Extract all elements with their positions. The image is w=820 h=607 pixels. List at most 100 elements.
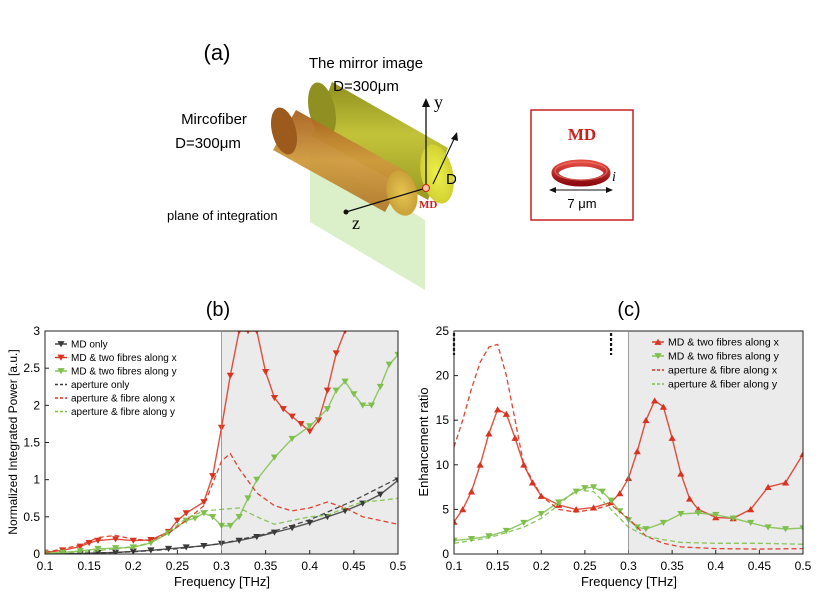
chart-c-series-md-two-fibres-along-x-point <box>511 434 519 441</box>
chart-b-xtick-label: 0.2 <box>125 559 142 573</box>
diameter-label: D <box>446 171 457 188</box>
chart-c-legend-label: MD & two fibres along y <box>668 351 780 363</box>
chart-c-xtick-label: 0.15 <box>486 559 510 573</box>
chart-b-series-md-two-fibres-along-x-point <box>343 331 347 335</box>
chart-b-series-md-two-fibres-along-y-point <box>244 495 252 502</box>
chart-c-series-md-two-fibres-along-y-point <box>712 511 720 518</box>
chart-c-series-md-two-fibres-along-x-point <box>616 490 624 497</box>
chart-c-series-md-two-fibres-along-x-point <box>799 450 803 457</box>
chart-b-series-md-two-fibres-along-y-point <box>253 476 261 483</box>
chart-c-series-md-two-fibres-along-x-point <box>677 470 685 477</box>
chart-c-series-md-two-fibres-along-y-point <box>454 537 458 544</box>
chart-b-series-md-two-fibres-along-y-point <box>94 545 102 553</box>
chart-c-series-md-two-fibres-along-x-point <box>476 461 484 468</box>
chart-c-legend-item: MD & two fibres along x <box>652 337 780 349</box>
chart-c-series-md-two-fibres-along-y-point <box>590 484 598 491</box>
chart-b-series-md-two-fibres-along-y-point <box>332 387 340 394</box>
chart-b-series-md-two-fibres-along-y-point <box>76 548 84 554</box>
chart-c-series-md-two-fibres-along-y-point <box>659 519 667 527</box>
chart-c-series-aperture-fiber-along-y-line <box>454 489 803 545</box>
chart-b-legend-item: aperture & fibre along x <box>55 394 175 405</box>
chart-b-series-md-two-fibres-along-y-point <box>191 515 199 522</box>
chart-c-legend-label: aperture & fiber along y <box>668 379 778 391</box>
chart-b-legend-label: MD & two fibres along x <box>71 353 177 364</box>
chart-c-series-md-two-fibres-along-y-point <box>781 526 790 533</box>
chart-c-xtick-label: 0.25 <box>573 559 597 573</box>
chart-b-legend-label: aperture only <box>71 380 129 391</box>
chart-c-xtick-label: 0.35 <box>660 559 684 573</box>
chart-c-series-md-two-fibres-along-y-point <box>537 510 545 518</box>
chart-c-xlabel: Frequency [THz] <box>581 574 677 589</box>
chart-b-legend-marker <box>57 354 65 361</box>
md-current-label: i <box>612 170 616 185</box>
chart-b-series-md-two-fibres-along-y-point <box>385 361 393 368</box>
md-size-arrow <box>549 187 613 193</box>
chart-c-series-md-two-fibres-along-x-point <box>494 406 502 413</box>
chart-b-series-md-two-fibres-along-y-point <box>200 510 208 517</box>
fiber-diameter: D=300μm <box>175 135 241 152</box>
chart-b-series-md-two-fibres-along-x-point <box>182 510 190 517</box>
chart-c-series-md-two-fibres-along-x-point <box>520 461 528 468</box>
chart-c-series-md-two-fibres-along-y-point <box>502 527 510 535</box>
chart-b-label: (b) <box>206 299 230 321</box>
axis-y-label: y <box>434 92 443 112</box>
chart-c-series-md-two-fibres-along-x-point <box>651 397 659 404</box>
md-size-label: 7 μm <box>567 196 596 211</box>
chart-b-series-md-two-fibres-along-x-point <box>254 331 259 335</box>
chart-b-series-md-two-fibres-along-y-point <box>306 423 314 430</box>
chart-b-series-md-only-point <box>253 534 261 541</box>
chart-c-series-md-two-fibres-along-x-point <box>454 518 458 525</box>
chart-b-ytick-label: 0 <box>33 547 40 561</box>
chart-b-series-md-two-fibres-along-y-point <box>209 513 217 521</box>
chart-b-ytick-label: 2.5 <box>23 361 40 375</box>
chart-c-series-md-two-fibres-along-x-point <box>485 430 493 437</box>
chart-c-series-md-two-fibres-along-y-point <box>677 510 685 518</box>
chart-b-legend-label: aperture & fibre along y <box>71 407 175 418</box>
chart-c-xtick-label: 0.45 <box>748 559 772 573</box>
chart-c-series-md-two-fibres-along-x-point <box>764 483 772 490</box>
chart-b-xlabel: Frequency [THz] <box>174 574 270 589</box>
chart-b-ylabel: Normalized Integrated Power [a.u.] <box>6 349 20 534</box>
chart-c-series-md-two-fibres-along-y-point <box>747 519 755 527</box>
chart-b-series-md-two-fibres-along-x-point <box>332 350 340 357</box>
chart-c-legend: MD & two fibres along x MD & two fibres a… <box>652 337 780 391</box>
chart-c-series-md-two-fibres-along-x-point <box>633 448 641 455</box>
chart-b-series-md-two-fibres-along-x-point <box>297 421 305 428</box>
chart-c-xtick-label: 0.3 <box>620 559 637 573</box>
chart-c-series-md-two-fibres-along-x-point <box>668 434 676 441</box>
chart-c-ytick-label: 0 <box>442 547 449 561</box>
chart-b-series-md-two-fibres-along-x-point <box>262 369 270 376</box>
axis-z-label: z <box>352 213 360 233</box>
chart-b-series-md-two-fibres-along-y-point <box>341 378 349 385</box>
chart-b-series-md-only-point <box>376 491 384 498</box>
chart-b-series-md-two-fibres-along-x-point <box>237 331 242 335</box>
chart-b-legend-item: aperture only <box>55 380 129 391</box>
chart-c-series-md-two-fibres-along-y-point <box>520 519 528 527</box>
chart-c-series-md-two-fibres-along-y-point <box>694 510 702 517</box>
coordinate-axes <box>343 98 458 215</box>
chart-b-legend-marker <box>57 368 65 375</box>
chart-b-series-md-two-fibres-along-y-point <box>288 435 296 443</box>
chart-b-series-md-two-fibres-along-x-point <box>246 331 250 335</box>
chart-b-series-md-two-fibres-along-y-point <box>112 545 120 552</box>
chart-b-series-aperture-fibre-along-x-line <box>45 452 398 554</box>
chart-b-ytick-label: 3 <box>33 324 40 338</box>
chart-b-series-md-two-fibres-along-x-point <box>323 387 331 394</box>
chart-c-series-md-two-fibres-along-y-point <box>764 524 772 531</box>
mirror-diameter: D=300μm <box>333 78 399 95</box>
md-small-label: MD <box>419 199 437 211</box>
chart-c-series-md-two-fibres-along-y-point <box>485 533 493 540</box>
chart-b-series-md-two-fibres-along-y-point <box>323 406 331 413</box>
chart-b-series-md-two-fibres-along-y-point <box>350 391 358 398</box>
mirror-title: The mirror image <box>309 55 423 72</box>
chart-b-xtick-label: 0.5 <box>390 559 407 573</box>
chart-b-series-md-only-point <box>288 525 296 532</box>
chart-c-ylabel: Enhancement ratio <box>416 387 431 496</box>
chart-c-xtick-label: 0.5 <box>795 559 812 573</box>
chart-c-series-md-two-fibres-along-x-point <box>459 506 467 513</box>
chart-b-xtick-label: 0.25 <box>166 559 190 573</box>
chart-b-series-md-two-fibres-along-x-point <box>288 413 296 420</box>
chart-c-series-md-two-fibres-along-y-point <box>555 499 563 506</box>
chart-c-series-md-two-fibres-along-y-point <box>729 515 737 522</box>
chart-b-legend-label: aperture & fibre along x <box>71 394 175 405</box>
